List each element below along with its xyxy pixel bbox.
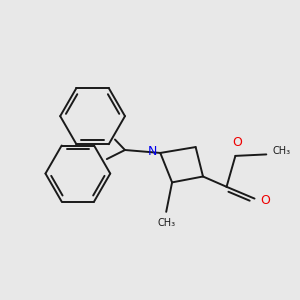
Text: CH₃: CH₃ [157,218,175,228]
Text: CH₃: CH₃ [273,146,291,157]
Text: O: O [260,194,270,207]
Text: N: N [147,145,157,158]
Text: O: O [232,136,242,149]
